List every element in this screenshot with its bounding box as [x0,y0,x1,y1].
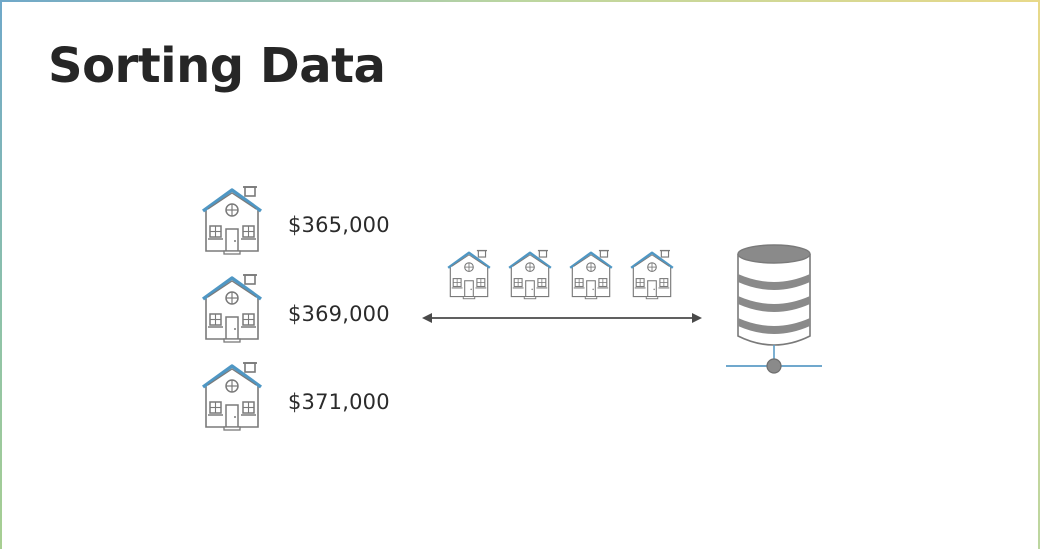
house-icon [568,249,614,301]
listing-price: $369,000 [288,302,390,326]
house-icon [200,273,264,345]
house-icon [200,361,264,433]
house-icon [629,249,675,301]
slide-border-top [0,0,1040,2]
database-server-icon [726,244,822,374]
slide-title: Sorting Data [48,38,386,94]
listing-price: $365,000 [288,213,390,237]
listing-price: $371,000 [288,390,390,414]
house-icon [507,249,553,301]
house-icon [200,185,264,257]
double-headed-arrow-icon [422,313,702,323]
slide-border-right [1038,0,1040,549]
slide-border-left [0,0,2,549]
house-icon [446,249,492,301]
